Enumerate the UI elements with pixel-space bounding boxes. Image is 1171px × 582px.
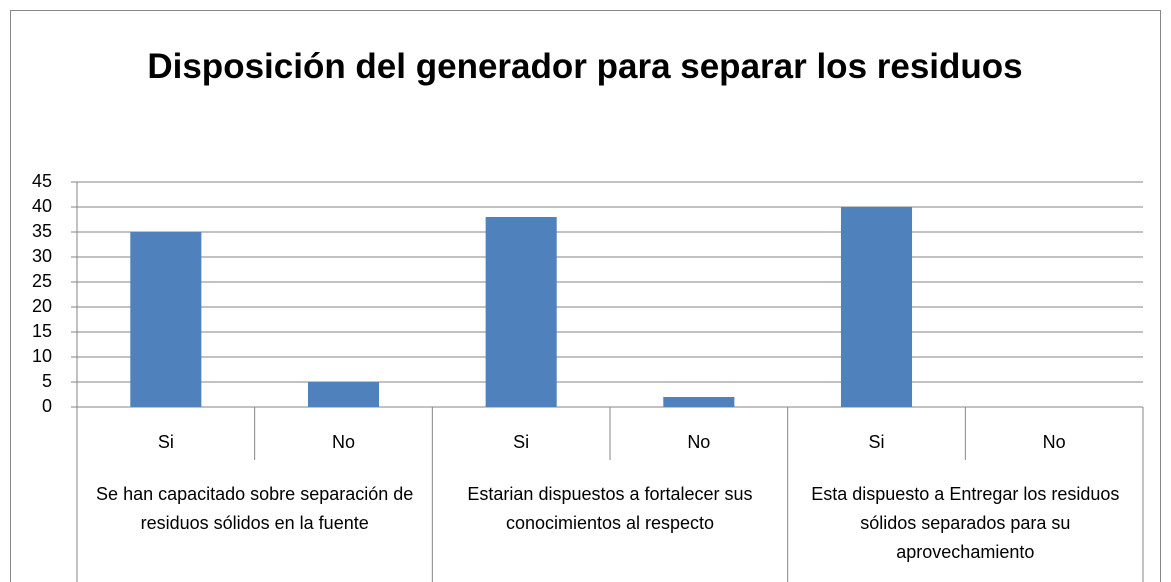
bar — [840, 207, 913, 407]
group-label: Se han capacitado sobre separación de re… — [96, 484, 414, 533]
y-tick-label: 45 — [32, 171, 52, 191]
chart-title: Disposición del generador para separar l… — [147, 47, 1023, 86]
y-tick-label: 5 — [42, 371, 52, 391]
bar — [307, 382, 380, 407]
y-tick-label: 40 — [32, 196, 52, 216]
bar — [130, 232, 202, 407]
y-tick-label: 35 — [32, 221, 52, 241]
x-tick-label: No — [332, 432, 355, 452]
x-tick-label: Si — [868, 432, 884, 452]
y-tick-label: 10 — [32, 346, 52, 366]
x-tick-label: Si — [513, 432, 529, 452]
y-tick-label: 15 — [32, 321, 52, 341]
bar — [663, 397, 735, 407]
x-tick-label: No — [1043, 432, 1066, 452]
x-tick-label: No — [687, 432, 710, 452]
y-tick-label: 25 — [32, 271, 52, 291]
y-tick-label: 30 — [32, 246, 52, 266]
bar — [485, 217, 557, 407]
chart-border — [10, 10, 1161, 582]
group-label: Esta dispuesto a Entregar los residuos s… — [811, 484, 1120, 562]
y-tick-label: 20 — [32, 296, 52, 316]
x-tick-label: Si — [158, 432, 174, 452]
y-tick-label: 0 — [42, 396, 52, 416]
group-label: Estarian dispuestos a fortalecer sus con… — [467, 484, 753, 533]
